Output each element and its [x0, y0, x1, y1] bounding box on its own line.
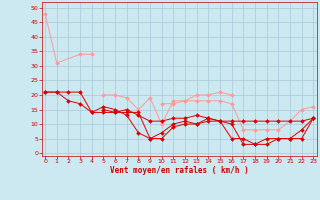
X-axis label: Vent moyen/en rafales ( km/h ): Vent moyen/en rafales ( km/h )	[110, 166, 249, 175]
